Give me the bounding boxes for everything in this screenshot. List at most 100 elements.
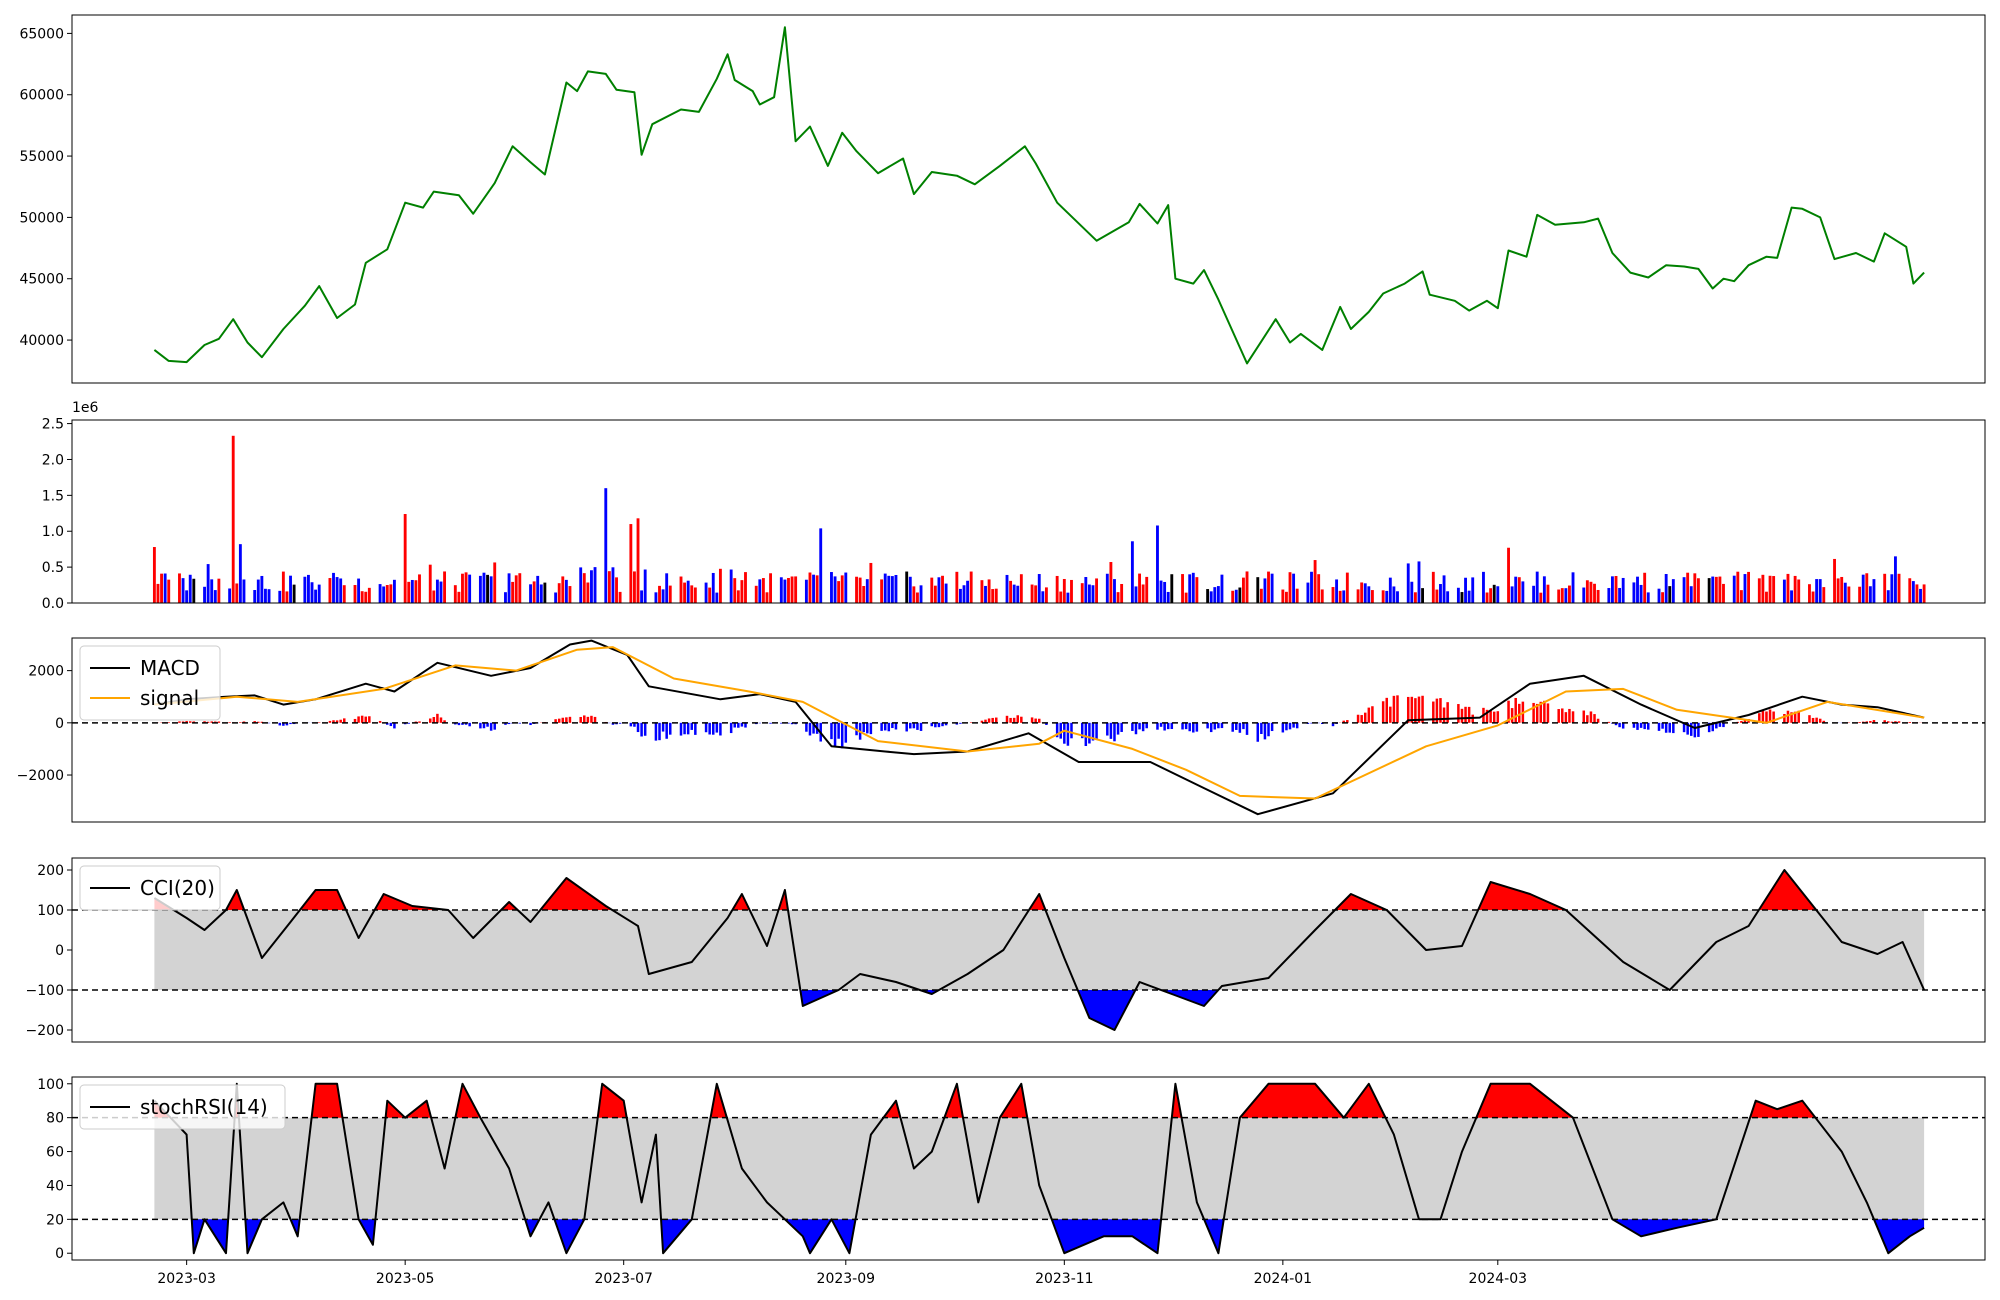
volume-bar [1392,586,1396,603]
macd-histogram-bar [1446,702,1449,723]
macd-histogram-bar [740,722,744,727]
volume-bar [815,575,819,603]
volume-bar [1234,589,1238,603]
macd-histogram-bar [1682,722,1686,733]
volume-bar [804,579,808,603]
macd-histogram-bar [1532,702,1535,723]
macd-histogram-bar [1005,715,1009,723]
macd-histogram-bar [1213,722,1217,730]
volume-bar [765,592,769,603]
macd-histogram-bar [554,719,557,723]
volume-bar [1256,577,1260,603]
volume-bar [1012,584,1016,603]
macd-histogram-bar [1593,714,1596,723]
neutral-band [154,910,1925,990]
volume-bar [1342,590,1346,603]
legend-label: stochRSI(14) [140,1095,268,1119]
macd-histogram-bar [1009,717,1012,723]
volume-bar [464,572,468,603]
macd-histogram-bar [1514,697,1517,723]
volume-bar [307,574,310,603]
overbought-fill [226,890,245,910]
volume-bar [1242,577,1245,603]
macd-histogram-bar [1331,722,1335,727]
macd-histogram-bar [1822,720,1826,723]
macd-histogram-bar [715,722,719,733]
volume-bar [1091,585,1095,603]
volume-bar [962,585,966,603]
volume-bar [539,584,543,603]
volume-bar [1607,588,1611,603]
y-tick-label: 1.5 [42,488,64,504]
volume-bar [1872,579,1876,603]
y-tick-label: 40 [46,1178,64,1194]
volume-bar [1471,577,1475,603]
volume-bar [894,574,898,603]
volume-bar [1163,581,1167,603]
volume-bar [185,590,189,603]
macd-histogram-bar [203,721,206,723]
volume-bar [167,579,171,603]
macd-histogram-bar [880,722,883,731]
macd-histogram-bar [1260,722,1263,734]
volume-bar [1464,577,1467,603]
macd-histogram-bar [1363,712,1367,723]
macd-histogram-bar [1381,701,1385,723]
volume-bar [1084,577,1088,603]
macd-histogram-bar [1106,722,1109,736]
volume-bar [787,577,790,603]
macd-histogram-bar [1557,709,1560,723]
volume-bar [231,435,235,603]
volume-bar [919,585,923,603]
macd-histogram-bar [482,722,486,729]
macd-histogram-bar [1661,722,1664,729]
macd-histogram-bar [1281,722,1285,733]
macd-histogram-bar [969,722,973,723]
volume-bar [1668,586,1672,603]
macd-histogram-bar [944,722,948,726]
volume-bar [163,573,167,603]
volume-bar [1030,584,1034,603]
macd-histogram-bar [1571,711,1575,723]
macd-histogram-bar [217,721,221,723]
volume-bar [1768,575,1772,603]
volume-bar [435,579,439,603]
volume-bar [930,577,934,603]
stochrsi-panel: 0 20 40 60 80 100 stochRSI(14) [37,1076,1986,1262]
macd-histogram-bar [1636,722,1639,730]
volume-bar [883,573,887,603]
macd-histogram-bar [1030,717,1034,723]
macd-histogram-bar [891,722,894,729]
axes-frame [71,637,1986,823]
macd-histogram-bar [1639,722,1643,728]
macd-histogram-bar [744,722,747,728]
macd-histogram-bar [1464,706,1467,723]
macd-histogram-bar [780,722,783,724]
macd-histogram-bar [636,722,640,733]
overbought-fill [385,1100,432,1118]
volume-bar [213,590,217,603]
macd-histogram-bar [1120,722,1123,732]
macd-histogram-bar [1689,722,1693,736]
volume-bar [564,579,568,603]
macd-histogram-bar [1758,713,1761,723]
volume-bar [557,583,561,603]
volume-bar [1517,577,1521,603]
volume-bar [1919,588,1922,603]
macd-histogram-bar [733,722,736,728]
volume-bar [1231,590,1235,603]
volume-bar [944,583,948,603]
volume-bar [238,544,242,603]
volume-bar [339,578,343,603]
volume-bar [761,578,765,603]
volume-bar [679,576,683,603]
volume-bar [769,573,773,603]
volume-bar [1786,573,1790,603]
volume-bar [1396,591,1399,603]
macd-histogram-bar [378,720,382,723]
macd-histogram-bar [844,722,848,743]
volume-bar [1367,586,1371,603]
volume-bar [1120,583,1124,603]
macd-histogram-bar [991,717,994,723]
volume-bar [357,578,361,603]
